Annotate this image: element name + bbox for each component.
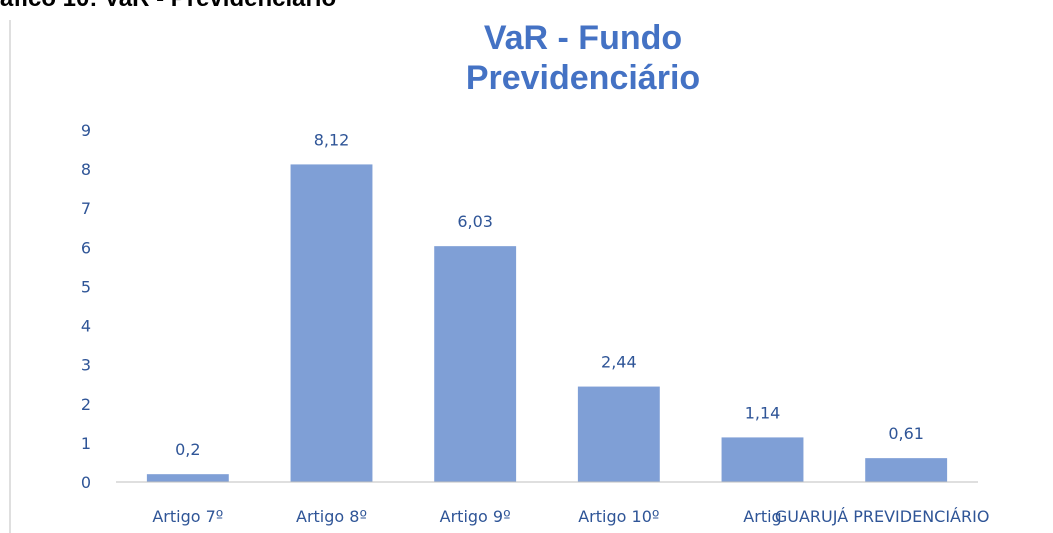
x-tick-label: Artig <box>743 507 781 526</box>
bar <box>577 386 660 482</box>
value-label: 1,14 <box>745 403 781 422</box>
y-tick-label: 5 <box>81 277 91 296</box>
chart-title: Previdenciário <box>466 59 700 97</box>
x-tick-label: Artigo 7º <box>152 507 223 526</box>
value-label: 0,2 <box>175 440 200 459</box>
y-tick-label: 4 <box>81 317 91 336</box>
value-label: 2,44 <box>601 353 637 372</box>
y-tick-label: 2 <box>81 395 91 414</box>
x-tick-label: GUARUJÁ PREVIDENCIÁRIO <box>775 507 990 526</box>
bar <box>146 474 229 482</box>
bar <box>290 164 373 482</box>
caption: áfico 10: VaR - Previdenciário <box>0 0 336 12</box>
y-tick-label: 7 <box>81 199 91 218</box>
x-tick-label: Artigo 8º <box>296 507 367 526</box>
x-tick-label: Artigo 10º <box>578 507 659 526</box>
bar <box>865 458 948 482</box>
y-tick-label: 3 <box>81 356 91 375</box>
bar <box>721 437 804 482</box>
y-tick-label: 9 <box>81 121 91 140</box>
y-tick-label: 1 <box>81 434 91 453</box>
y-tick-label: 6 <box>81 238 91 257</box>
y-tick-label: 8 <box>81 160 91 179</box>
chart-title: VaR - Fundo <box>484 19 682 57</box>
bar <box>434 246 517 482</box>
x-tick-label: Artigo 9º <box>440 507 511 526</box>
y-tick-label: 0 <box>81 473 91 492</box>
value-label: 6,03 <box>457 212 493 231</box>
value-label: 8,12 <box>314 130 350 149</box>
value-label: 0,61 <box>888 424 924 443</box>
